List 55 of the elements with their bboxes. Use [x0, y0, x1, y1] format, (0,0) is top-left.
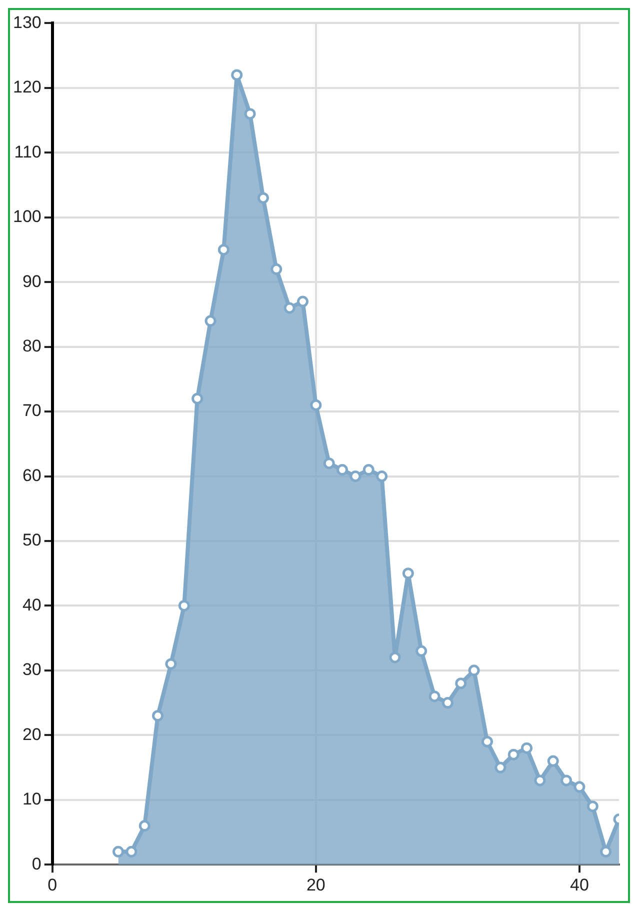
- point: [534, 774, 546, 786]
- point: [586, 800, 598, 812]
- point: [547, 755, 559, 767]
- point: [296, 296, 308, 308]
- y-tick-label: 80: [22, 336, 42, 356]
- point: [362, 464, 374, 476]
- point: [402, 568, 414, 580]
- point: [152, 710, 164, 722]
- point: [270, 263, 282, 275]
- y-tick-label: 120: [12, 78, 42, 97]
- y-tick-label: 50: [22, 530, 42, 550]
- y-tick-label: 70: [22, 401, 42, 420]
- point: [521, 742, 533, 754]
- y-tick-label: 130: [12, 12, 42, 32]
- y-tick-label: 20: [22, 724, 42, 744]
- point: [350, 470, 362, 482]
- point: [416, 645, 428, 657]
- y-tick-label: 10: [22, 790, 42, 809]
- point: [560, 774, 572, 786]
- point: [600, 846, 612, 858]
- point: [192, 392, 204, 404]
- y-tick-label: 60: [22, 466, 42, 485]
- x-tick-label: 40: [570, 875, 589, 894]
- y-tick-label: 0: [32, 854, 42, 874]
- y-tick-label: 110: [14, 142, 42, 162]
- point: [231, 69, 243, 81]
- point: [178, 600, 190, 612]
- x-tick-label: 20: [306, 875, 326, 894]
- point: [494, 762, 506, 774]
- point: [336, 464, 348, 476]
- point: [323, 458, 335, 470]
- point: [126, 846, 138, 858]
- point: [244, 108, 256, 120]
- point: [389, 652, 401, 664]
- y-tick-label: 40: [22, 595, 42, 614]
- point: [428, 690, 440, 702]
- point: [468, 664, 480, 676]
- y-tick-label: 100: [12, 207, 42, 226]
- point: [442, 697, 454, 709]
- point: [257, 192, 269, 204]
- point: [376, 470, 388, 482]
- point: [508, 748, 520, 760]
- point: [284, 302, 296, 314]
- point: [204, 315, 216, 327]
- point: [310, 399, 322, 411]
- point: [165, 658, 177, 670]
- point: [218, 244, 230, 256]
- point: [138, 820, 150, 832]
- point: [455, 678, 467, 690]
- x-tick-label: 0: [48, 875, 58, 894]
- point: [481, 736, 493, 748]
- point: [112, 846, 124, 858]
- y-tick-label: 30: [22, 660, 42, 680]
- point: [574, 781, 586, 793]
- y-tick-label: 90: [22, 272, 42, 291]
